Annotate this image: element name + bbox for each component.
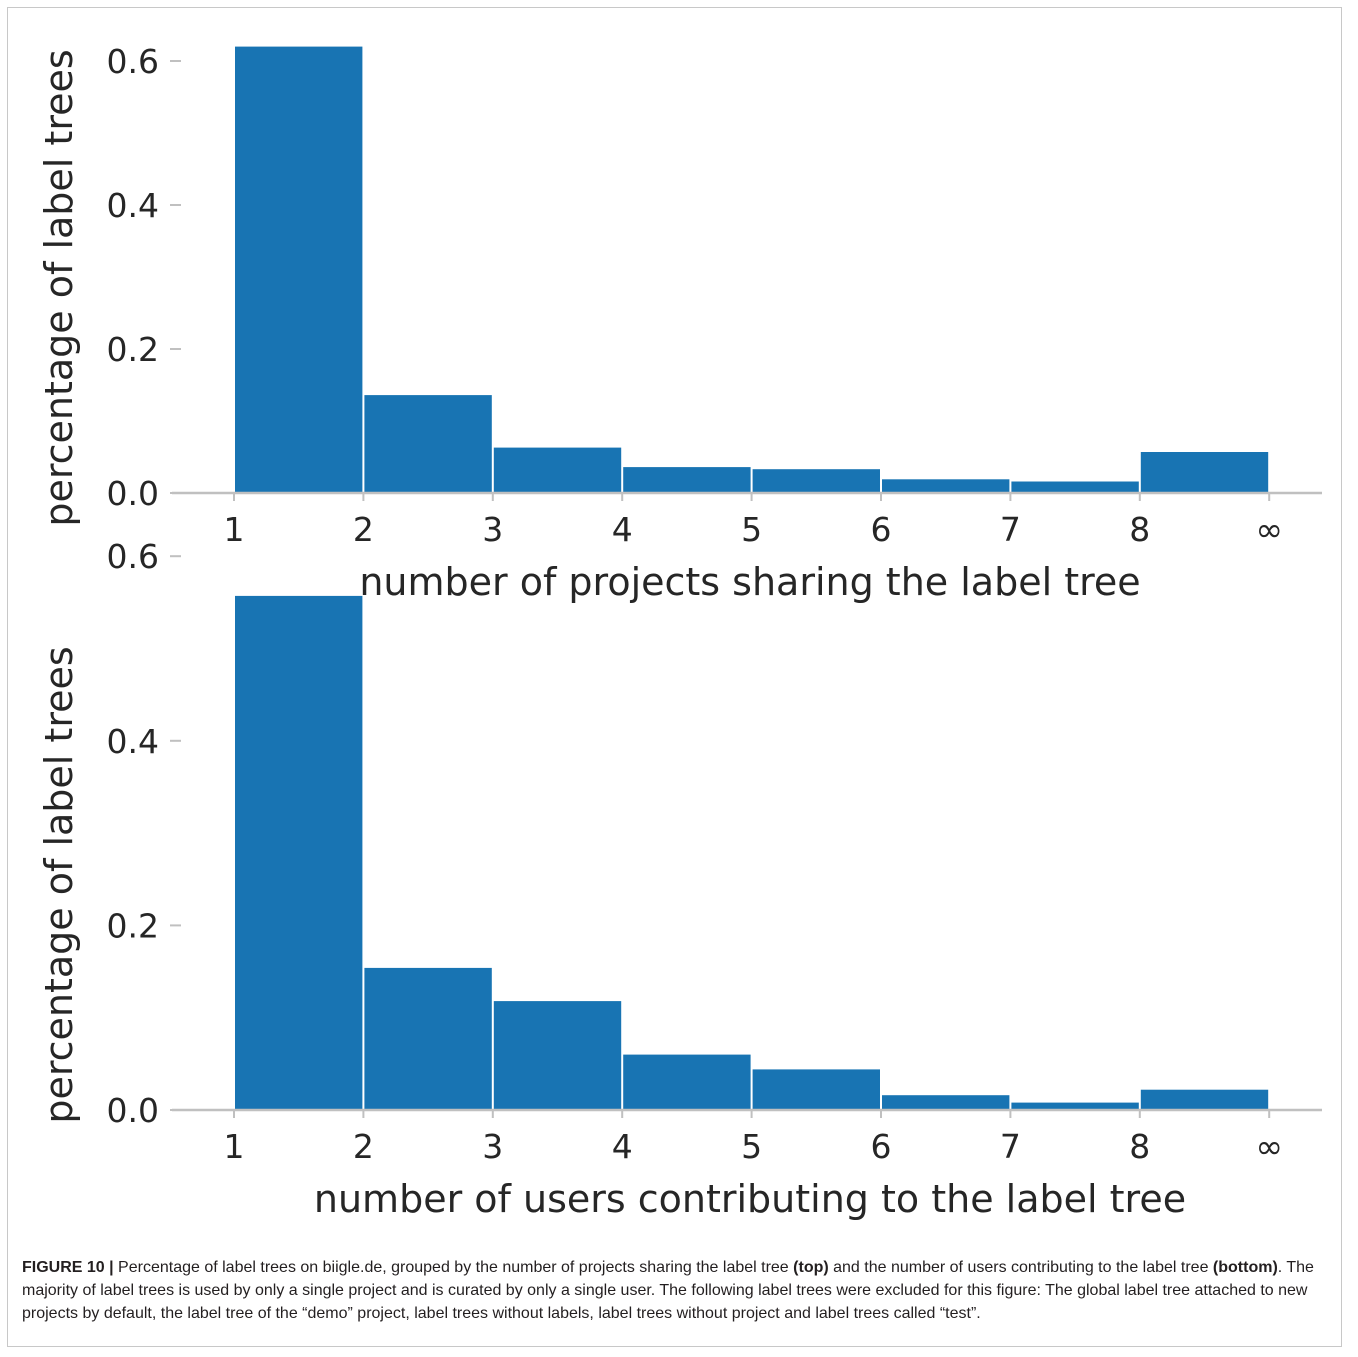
caption-bold-bottom: (bottom) — [1212, 1259, 1278, 1276]
caption-text-3: . The majority of label trees is used by… — [22, 1259, 1314, 1322]
x-tick-label: 7 — [1000, 510, 1021, 549]
bar-1–2 — [235, 46, 363, 493]
figure-frame — [7, 7, 1342, 1347]
x-tick-label: 2 — [353, 510, 374, 549]
x-tick-label: 6 — [871, 1127, 892, 1166]
bar-2–3 — [364, 967, 492, 1110]
y-axis-label: percentage of label trees — [37, 646, 81, 1123]
bar-1–2 — [235, 595, 363, 1110]
bar-5–6 — [752, 1069, 880, 1110]
caption-bold-top: (top) — [793, 1259, 829, 1276]
y-tick-label: 0.2 — [107, 330, 159, 369]
bar-3–4 — [493, 447, 622, 493]
figure-plots: 1 2 3 4 5 6 7 8 ∞ 0.0 0.2 0.4 0.6 number of projects … — [37, 42, 1322, 1221]
x-tick-label: 3 — [482, 510, 503, 549]
bar-7–8 — [1011, 1102, 1139, 1110]
bar-4–5 — [623, 1054, 751, 1110]
figure-caption: FIGURE 10 | Percentage of label trees on… — [22, 1256, 1322, 1325]
y-tick-label: 0.6 — [107, 42, 159, 81]
chart-bottom: 1 2 3 4 5 6 7 8 ∞ 0.0 0.2 0.4 0.6 number of users con… — [37, 537, 1322, 1221]
caption-figure-label: FIGURE 10 | — [22, 1259, 114, 1276]
caption-text-1: Percentage of label trees on biigle.de, … — [113, 1259, 794, 1276]
bar-6–7 — [882, 1095, 1010, 1110]
y-tick-label: 0.2 — [107, 906, 159, 945]
chart-top: 1 2 3 4 5 6 7 8 ∞ 0.0 0.2 0.4 0.6 number of projects … — [37, 42, 1322, 604]
y-tick-label: 0.0 — [107, 474, 159, 513]
x-tick-label: 1 — [224, 1127, 245, 1166]
x-tick-label: 1 — [224, 510, 245, 549]
x-tick-label: 8 — [1129, 1127, 1150, 1166]
x-tick-label: ∞ — [1255, 1127, 1283, 1166]
bar-4–5 — [623, 467, 751, 493]
x-tick-label: 8 — [1129, 510, 1150, 549]
x-tick-label: 5 — [741, 510, 762, 549]
bar-2–3 — [364, 395, 492, 493]
x-tick-label: 4 — [612, 510, 633, 549]
x-tick-label: ∞ — [1255, 510, 1283, 549]
x-tick-label: 5 — [741, 1127, 762, 1166]
y-tick-label: 0.4 — [107, 186, 159, 225]
y-tick-label: 0.0 — [107, 1091, 159, 1130]
x-tick-label: 3 — [482, 1127, 503, 1166]
x-tick-label: 7 — [1000, 1127, 1021, 1166]
x-axis-label: number of projects sharing the label tre… — [359, 560, 1140, 604]
x-tick-label: 2 — [353, 1127, 374, 1166]
y-tick-label: 0.6 — [107, 537, 159, 576]
bar-6–7 — [882, 479, 1010, 493]
bar-5–6 — [752, 469, 880, 493]
y-tick-label: 0.4 — [107, 722, 159, 761]
x-tick-label: 6 — [871, 510, 892, 549]
bar-8–∞ — [1140, 452, 1269, 493]
y-axis-label: percentage of label trees — [37, 49, 81, 526]
x-axis-label: number of users contributing to the labe… — [314, 1177, 1186, 1221]
bar-7–8 — [1011, 481, 1139, 493]
bar-3–4 — [493, 1001, 622, 1110]
caption-text-2: and the number of users contributing to … — [828, 1259, 1213, 1276]
x-tick-label: 4 — [612, 1127, 633, 1166]
bar-8–∞ — [1140, 1089, 1269, 1110]
